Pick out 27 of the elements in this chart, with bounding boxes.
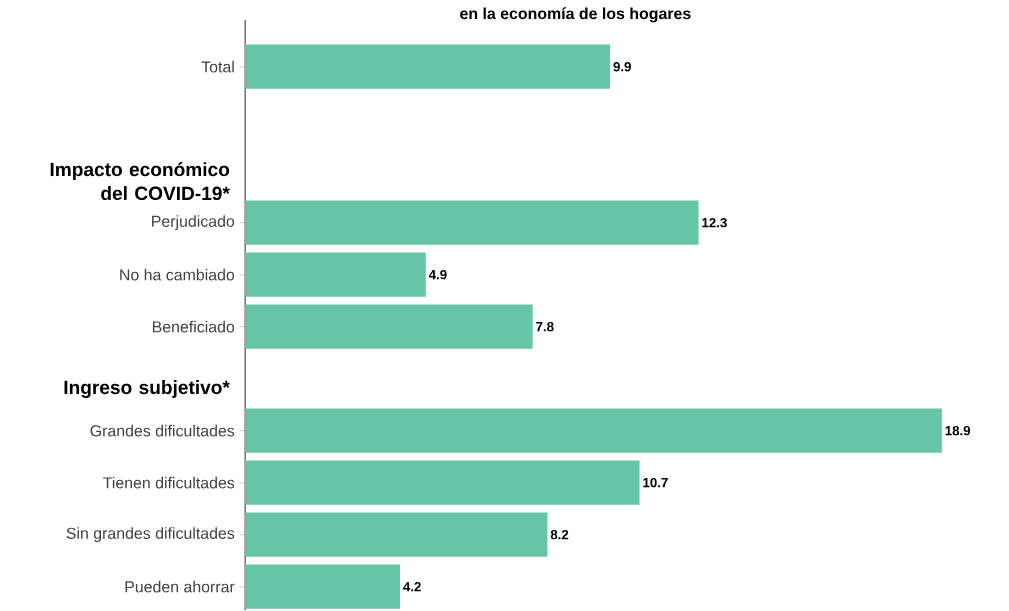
bar [245, 564, 400, 609]
y-tick-label: No ha cambiado [120, 269, 235, 281]
bar [245, 512, 548, 557]
text: Impacto económico del COVID-19* [50, 162, 230, 201]
data-label: 9.9 [613, 62, 631, 72]
bar [245, 408, 942, 453]
data-label: 18.9 [945, 426, 971, 436]
y-tick-label: Total [201, 61, 234, 73]
data-label: 4.2 [403, 582, 421, 592]
data-label: 12.3 [702, 218, 727, 228]
bar [245, 460, 640, 505]
data-label: 4.9 [428, 270, 447, 280]
y-tick-label: Perjudicado [152, 215, 235, 231]
y-tick-label: Pueden ahorrar [125, 581, 235, 593]
bar [245, 44, 611, 89]
bar [245, 304, 533, 349]
data-label: 7.8 [536, 322, 554, 332]
y-tick-label: Beneficiado [152, 321, 235, 333]
y-tick-label: Tienen dificultades [103, 477, 235, 489]
y-tick-label: Sin grandes dificultades [66, 527, 235, 543]
data-label: 10.7 [643, 478, 668, 488]
bar [245, 200, 699, 245]
text: Ingreso subjetivo* [64, 380, 230, 399]
bar [245, 252, 426, 297]
y-tick-label: Grandes dificultades [90, 425, 235, 437]
data-label: 8.2 [550, 530, 569, 540]
chart-title: en la economía de los hogares [460, 7, 691, 23]
